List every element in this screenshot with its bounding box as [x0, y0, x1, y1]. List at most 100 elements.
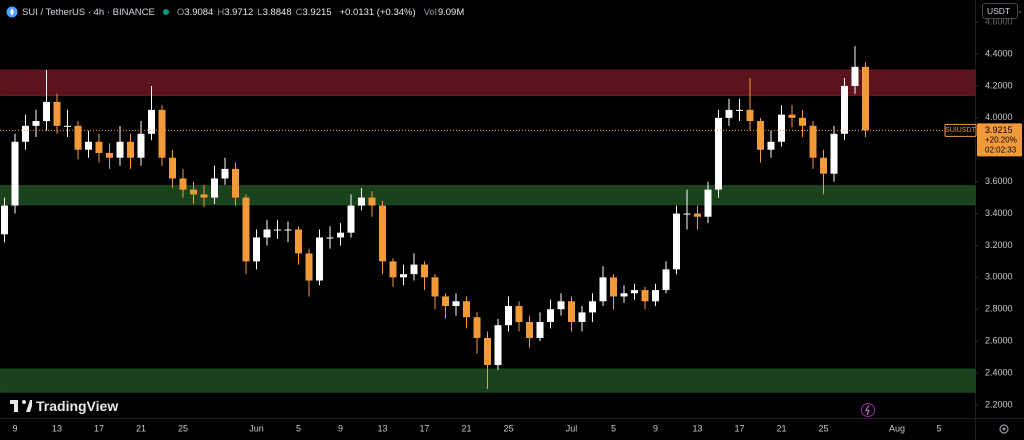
status-dot	[162, 9, 169, 15]
candle-body	[694, 213, 701, 217]
y-tick-label: 4.0000	[985, 112, 1013, 122]
candle-body	[358, 197, 365, 206]
candle-body	[641, 290, 649, 302]
dropdown-arrow: ⌄	[1017, 8, 1024, 15]
candle-body	[704, 189, 712, 217]
x-tick-label: 17	[734, 423, 744, 433]
candle-body	[284, 229, 292, 231]
candle-body	[736, 109, 743, 111]
x-tick-label: 9	[12, 423, 17, 433]
ohlc-value: 3.9712	[224, 6, 254, 18]
candle-body	[830, 133, 838, 174]
candle-body	[557, 301, 565, 310]
x-tick-label: 21	[776, 423, 786, 433]
price-tag-countdown: 02:02:33	[985, 145, 1017, 154]
candle-body	[368, 197, 376, 206]
candle-body	[589, 301, 596, 313]
x-tick-label: Aug	[889, 423, 905, 433]
volume-label: Vol	[423, 6, 437, 18]
candle-body	[190, 189, 197, 195]
candle-body	[221, 168, 229, 179]
candle-body	[778, 114, 785, 142]
candle-body	[74, 125, 82, 150]
candle-body	[452, 301, 460, 307]
x-tick-label: 9	[338, 423, 343, 433]
ohlc-label: C	[295, 6, 303, 18]
brand-logo	[10, 400, 32, 412]
candle-body	[662, 269, 670, 291]
candle-body	[715, 117, 722, 190]
change: +0.0131 (+0.34%)	[339, 6, 416, 18]
candle-body	[431, 277, 439, 297]
symbol[interactable]: SUI / TetherUS · 4h · BINANCE	[22, 6, 155, 18]
x-tick-label: 17	[419, 423, 429, 433]
y-tick-label: 2.4000	[985, 367, 1013, 377]
y-tick-label: 2.2000	[985, 399, 1013, 409]
currency-dropdown[interactable]: USDT ⌄	[982, 3, 1023, 19]
candle-body	[43, 101, 50, 122]
ohlc-value: 3.9084	[184, 6, 214, 18]
candle-body	[757, 121, 764, 150]
candle-body	[389, 261, 397, 278]
y-tick-label: 3.0000	[985, 272, 1013, 282]
zone	[0, 69, 976, 97]
x-tick-label: 25	[503, 423, 513, 433]
candle-body	[137, 133, 145, 158]
candle-body	[200, 194, 208, 198]
lightning-icon[interactable]	[861, 403, 875, 417]
candle-body	[127, 141, 134, 158]
candle-body	[473, 317, 481, 338]
candle-body	[841, 85, 848, 134]
candle-body	[631, 290, 638, 294]
candle-body	[305, 253, 313, 281]
candle-body	[64, 125, 71, 127]
candle-body	[862, 66, 869, 131]
symbol-tag-box	[944, 123, 977, 137]
candle-body	[851, 66, 859, 86]
lightning-icon	[864, 404, 870, 416]
x-tick-label: Jul	[566, 423, 578, 433]
candle-body	[316, 237, 323, 281]
candle-body	[232, 168, 239, 198]
candle-body	[169, 157, 176, 179]
candle-body	[820, 157, 827, 174]
price-tag-value: 3.9215	[985, 125, 1013, 135]
y-tick-label: 2.6000	[985, 336, 1013, 346]
candle-body	[421, 264, 428, 278]
x-tick-label: 25	[178, 423, 188, 433]
x-tick-label: 13	[692, 423, 702, 433]
candle-body	[116, 141, 124, 158]
y-tick-label: 3.6000	[985, 176, 1013, 186]
x-tick-label: 5	[611, 423, 616, 433]
candle-body	[295, 229, 302, 254]
candle-body	[85, 141, 92, 150]
settings-icon	[1002, 427, 1006, 431]
symbol-icon	[6, 6, 18, 18]
candle-body	[484, 337, 491, 366]
y-tick-label: 4.4000	[985, 48, 1013, 58]
header: SUI / TetherUS · 4h · BINANCE O 3.9084 H 3.…	[6, 4, 468, 20]
candle-body	[95, 141, 103, 153]
candle-body	[725, 109, 733, 118]
candle-body	[337, 232, 344, 238]
candle-body	[242, 197, 250, 262]
candle-body	[326, 237, 334, 239]
volume-value: 9.09M	[437, 6, 465, 18]
brand: TradingView	[10, 398, 118, 414]
ohlc-label: H	[217, 6, 225, 18]
candle-body	[673, 213, 680, 270]
candle-body	[1, 205, 8, 235]
candle-body	[494, 325, 502, 366]
ohlc: O 3.9084 H 3.9712 L 3.8848 C 3.9215	[177, 7, 336, 18]
candle-body	[788, 114, 796, 118]
settings-icon[interactable]	[999, 424, 1009, 434]
candle-body	[526, 321, 533, 338]
candle-body	[347, 205, 355, 233]
candle-body	[211, 178, 218, 198]
candle-body	[410, 264, 418, 275]
x-tick-label: 13	[377, 423, 387, 433]
price-tag-box	[977, 123, 1022, 157]
axes: 2.2000 2.4000 2.6000 2.8000 3.0000 3.2000 3.40…	[0, 17, 1022, 433]
